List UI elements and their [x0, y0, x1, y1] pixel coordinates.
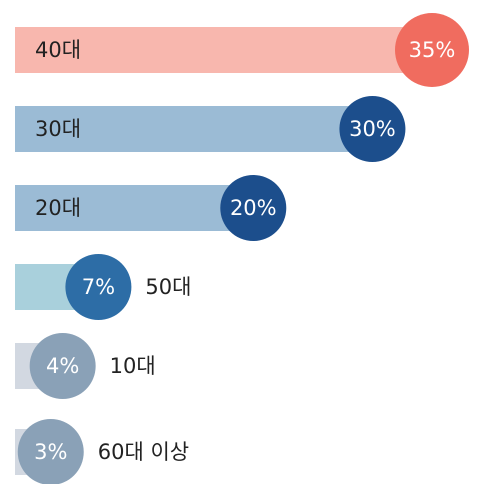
- category-label: 40대: [35, 38, 81, 62]
- value-label: 20%: [230, 196, 277, 220]
- value-label: 3%: [34, 440, 67, 464]
- bar: [15, 27, 432, 73]
- value-circle: [17, 419, 84, 484]
- value-circle: [220, 175, 287, 241]
- category-label: 20대: [35, 196, 81, 220]
- category-label: 60대 이상: [98, 440, 189, 464]
- value-circle: [395, 13, 469, 87]
- bar: [15, 185, 254, 231]
- category-label: 10대: [110, 354, 156, 378]
- value-circle: [65, 254, 132, 320]
- category-label: 50대: [145, 275, 191, 299]
- value-label: 7%: [82, 275, 115, 299]
- value-label: 4%: [46, 354, 79, 378]
- value-label: 30%: [349, 117, 396, 141]
- bar: [15, 106, 373, 152]
- value-label: 35%: [409, 38, 456, 62]
- value-circle: [339, 96, 406, 162]
- category-label: 30대: [35, 117, 81, 141]
- value-circle: [29, 333, 96, 399]
